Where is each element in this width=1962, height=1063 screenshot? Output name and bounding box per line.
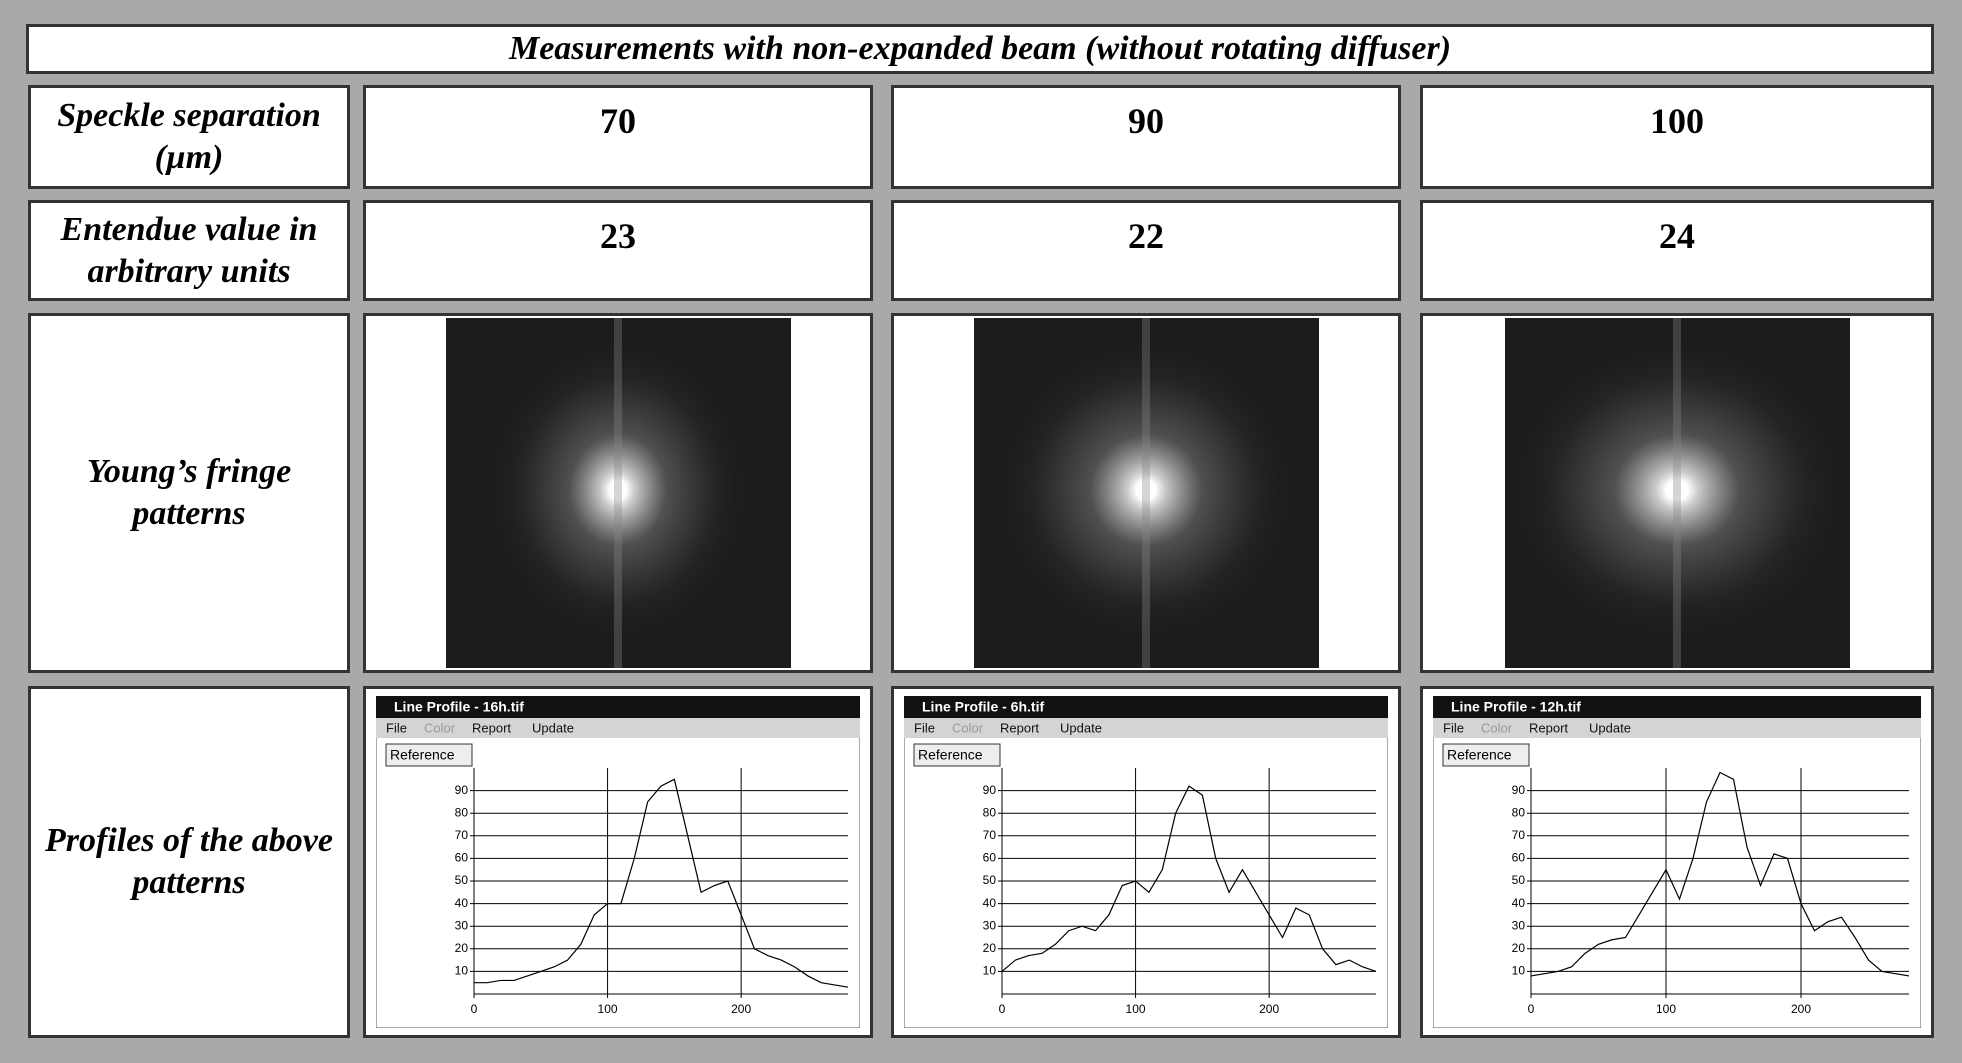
y-tick-label: 20 [983, 941, 997, 955]
window-title: Line Profile - 12h.tif [1451, 699, 1581, 715]
x-tick-label: 100 [1656, 1002, 1676, 1016]
y-tick-label: 40 [455, 896, 469, 910]
fringe-line [1673, 318, 1681, 668]
y-tick-label: 70 [983, 828, 997, 842]
menu-item[interactable]: Update [1060, 720, 1102, 735]
menu-item[interactable]: Color [952, 720, 984, 735]
profile-window: Line Profile - 6h.tif File Color Report Upda… [904, 696, 1388, 1028]
y-tick-label: 80 [1512, 805, 1526, 819]
value-cell: 90 [891, 85, 1401, 189]
menu-item[interactable]: File [914, 720, 935, 735]
menu-item[interactable]: Report [1529, 720, 1568, 735]
y-tick-label: 90 [1512, 783, 1526, 797]
row-label: Entendue value in arbitrary units [28, 200, 350, 301]
y-tick-label: 60 [983, 851, 997, 865]
y-tick-label: 20 [1512, 941, 1526, 955]
y-tick-label: 70 [1512, 828, 1526, 842]
value-cell: 24 [1420, 200, 1934, 301]
y-tick-label: 80 [455, 805, 469, 819]
value-cell: 70 [363, 85, 873, 189]
image-cell [1420, 313, 1934, 673]
y-tick-label: 60 [1512, 851, 1526, 865]
x-tick-label: 200 [1791, 1002, 1811, 1016]
page: Measurements with non-expanded beam (wit… [0, 0, 1962, 1063]
menu-item[interactable]: File [1443, 720, 1464, 735]
y-tick-label: 60 [455, 851, 469, 865]
row-label: Young’s fringe patterns [28, 313, 350, 673]
reference-button[interactable]: Reference [1447, 747, 1512, 763]
y-tick-label: 70 [455, 828, 469, 842]
menu-item[interactable]: Report [1000, 720, 1039, 735]
fringe-image [974, 318, 1319, 668]
x-tick-label: 100 [1126, 1002, 1146, 1016]
y-tick-label: 30 [1512, 918, 1526, 932]
fringe-image [446, 318, 791, 668]
x-tick-label: 0 [999, 1002, 1006, 1016]
fringe-line [1142, 318, 1150, 668]
row-label: Profiles of the above patterns [28, 686, 350, 1038]
menu-item[interactable]: Update [532, 720, 574, 735]
y-tick-label: 40 [983, 896, 997, 910]
row-label: Speckle separation (µm) [28, 85, 350, 189]
y-tick-label: 10 [983, 964, 997, 978]
x-tick-label: 100 [598, 1002, 618, 1016]
window-title: Line Profile - 16h.tif [394, 699, 524, 715]
profile-cell: Line Profile - 6h.tif File Color Report Upda… [891, 686, 1401, 1038]
y-tick-label: 10 [455, 964, 469, 978]
x-tick-label: 0 [1528, 1002, 1535, 1016]
profile-window: Line Profile - 16h.tif File Color Report Upd… [376, 696, 860, 1028]
value-cell: 23 [363, 200, 873, 301]
reference-button[interactable]: Reference [918, 747, 983, 763]
y-tick-label: 80 [983, 805, 997, 819]
menu-item[interactable]: File [386, 720, 407, 735]
y-tick-label: 20 [455, 941, 469, 955]
profile-cell: Line Profile - 12h.tif File Color Report Upd… [1420, 686, 1934, 1038]
y-tick-label: 10 [1512, 964, 1526, 978]
menu-item[interactable]: Update [1589, 720, 1631, 735]
y-tick-label: 90 [455, 783, 469, 797]
value-cell: 100 [1420, 85, 1934, 189]
x-tick-label: 200 [731, 1002, 751, 1016]
reference-button[interactable]: Reference [390, 747, 455, 763]
menu-item[interactable]: Color [424, 720, 456, 735]
y-tick-label: 40 [1512, 896, 1526, 910]
window-title: Line Profile - 6h.tif [922, 699, 1044, 715]
image-cell [891, 313, 1401, 673]
x-tick-label: 200 [1259, 1002, 1279, 1016]
value-cell: 22 [891, 200, 1401, 301]
fringe-image [1505, 318, 1850, 668]
y-tick-label: 50 [983, 873, 997, 887]
fringe-line [614, 318, 622, 668]
menu-item[interactable]: Report [472, 720, 511, 735]
table-title: Measurements with non-expanded beam (wit… [26, 24, 1934, 74]
profile-window: Line Profile - 12h.tif File Color Report Upd… [1433, 696, 1921, 1028]
y-tick-label: 30 [455, 918, 469, 932]
menu-item[interactable]: Color [1481, 720, 1513, 735]
profile-cell: Line Profile - 16h.tif File Color Report Upd… [363, 686, 873, 1038]
y-tick-label: 50 [1512, 873, 1526, 887]
y-tick-label: 50 [455, 873, 469, 887]
y-tick-label: 30 [983, 918, 997, 932]
y-tick-label: 90 [983, 783, 997, 797]
image-cell [363, 313, 873, 673]
x-tick-label: 0 [471, 1002, 478, 1016]
